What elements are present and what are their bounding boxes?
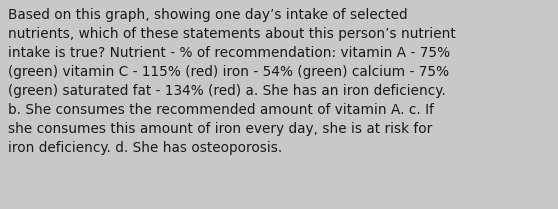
Text: Based on this graph, showing one day’s intake of selected
nutrients, which of th: Based on this graph, showing one day’s i… — [8, 8, 456, 155]
